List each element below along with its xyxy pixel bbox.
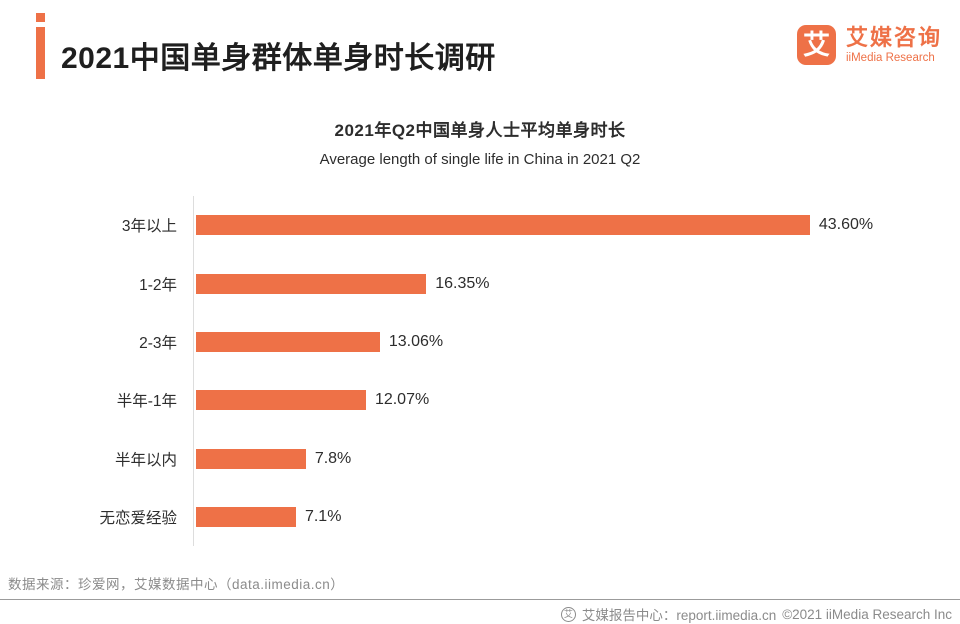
category-label: 3年以上 bbox=[121, 218, 177, 236]
category-label: 无恋爱经验 bbox=[99, 510, 177, 528]
bar bbox=[196, 331, 380, 352]
chart-row: 无恋爱经验 7.1% bbox=[0, 488, 960, 546]
chart-row: 1-2年 16.35% bbox=[0, 254, 960, 312]
chart-row: 3年以上 43.60% bbox=[0, 196, 960, 254]
bar-value-label: 7.8% bbox=[314, 449, 352, 467]
category-label: 半年-1年 bbox=[116, 393, 177, 411]
category-label: 半年以内 bbox=[114, 451, 177, 469]
chart-subtitle: Average length of single life in China i… bbox=[319, 151, 641, 168]
iimedia-logo: 艾 艾媒咨询 iiMedia Research bbox=[796, 25, 942, 65]
logo-text: 艾媒咨询 iiMedia Research bbox=[845, 25, 942, 64]
chart-row: 半年-1年 12.07% bbox=[0, 371, 960, 429]
chart-title: 2021年Q2中国单身人士平均单身时长 bbox=[334, 121, 626, 140]
bar bbox=[196, 215, 810, 236]
bar bbox=[196, 448, 306, 469]
chart-row: 半年以内 7.8% bbox=[0, 430, 960, 488]
chart-rows: 3年以上 43.60% 1-2年 16.35% 2-3年 13.06% 半年-1年 12.07… bbox=[0, 196, 960, 546]
footer-divider bbox=[0, 599, 960, 600]
data-source-note: 数据来源：珍爱网，艾媒数据中心（data.iimedia.cn） bbox=[8, 577, 345, 592]
bar-value-label: 43.60% bbox=[818, 216, 874, 234]
logo-name-en: iiMedia Research bbox=[845, 51, 935, 64]
page-title: 2021中国单身群体单身时长调研 bbox=[61, 42, 496, 75]
footer-right: 艾 艾媒报告中心：report.iimedia.cn ©2021 iiMedia… bbox=[560, 604, 952, 624]
report-center-link[interactable]: 艾媒报告中心：report.iimedia.cn bbox=[581, 608, 777, 623]
y-axis-line bbox=[193, 196, 194, 546]
bar bbox=[196, 273, 427, 294]
bar bbox=[196, 507, 296, 528]
bar-value-label: 16.35% bbox=[435, 274, 490, 292]
copyright-text: ©2021 iiMedia Research Inc bbox=[782, 606, 952, 622]
chart-header: 2021年Q2中国单身人士平均单身时长 Average length of si… bbox=[0, 116, 960, 168]
bar-value-label: 7.1% bbox=[304, 508, 342, 526]
iimedia-logo-icon: 艾 bbox=[796, 25, 836, 65]
title-accent-bar bbox=[36, 27, 45, 79]
bar-chart: 3年以上 43.60% 1-2年 16.35% 2-3年 13.06% 半年-1年 12.07… bbox=[0, 196, 960, 546]
bar-value-label: 13.06% bbox=[388, 332, 444, 350]
bar-value-label: 12.07% bbox=[374, 391, 430, 409]
accent-dot bbox=[36, 13, 45, 22]
chart-row: 2-3年 13.06% bbox=[0, 313, 960, 371]
bar bbox=[196, 390, 366, 411]
category-label: 1-2年 bbox=[139, 276, 177, 294]
iimedia-mark-icon: 艾 bbox=[560, 606, 576, 622]
logo-name-cn: 艾媒咨询 bbox=[845, 25, 942, 51]
category-label: 2-3年 bbox=[139, 334, 177, 352]
